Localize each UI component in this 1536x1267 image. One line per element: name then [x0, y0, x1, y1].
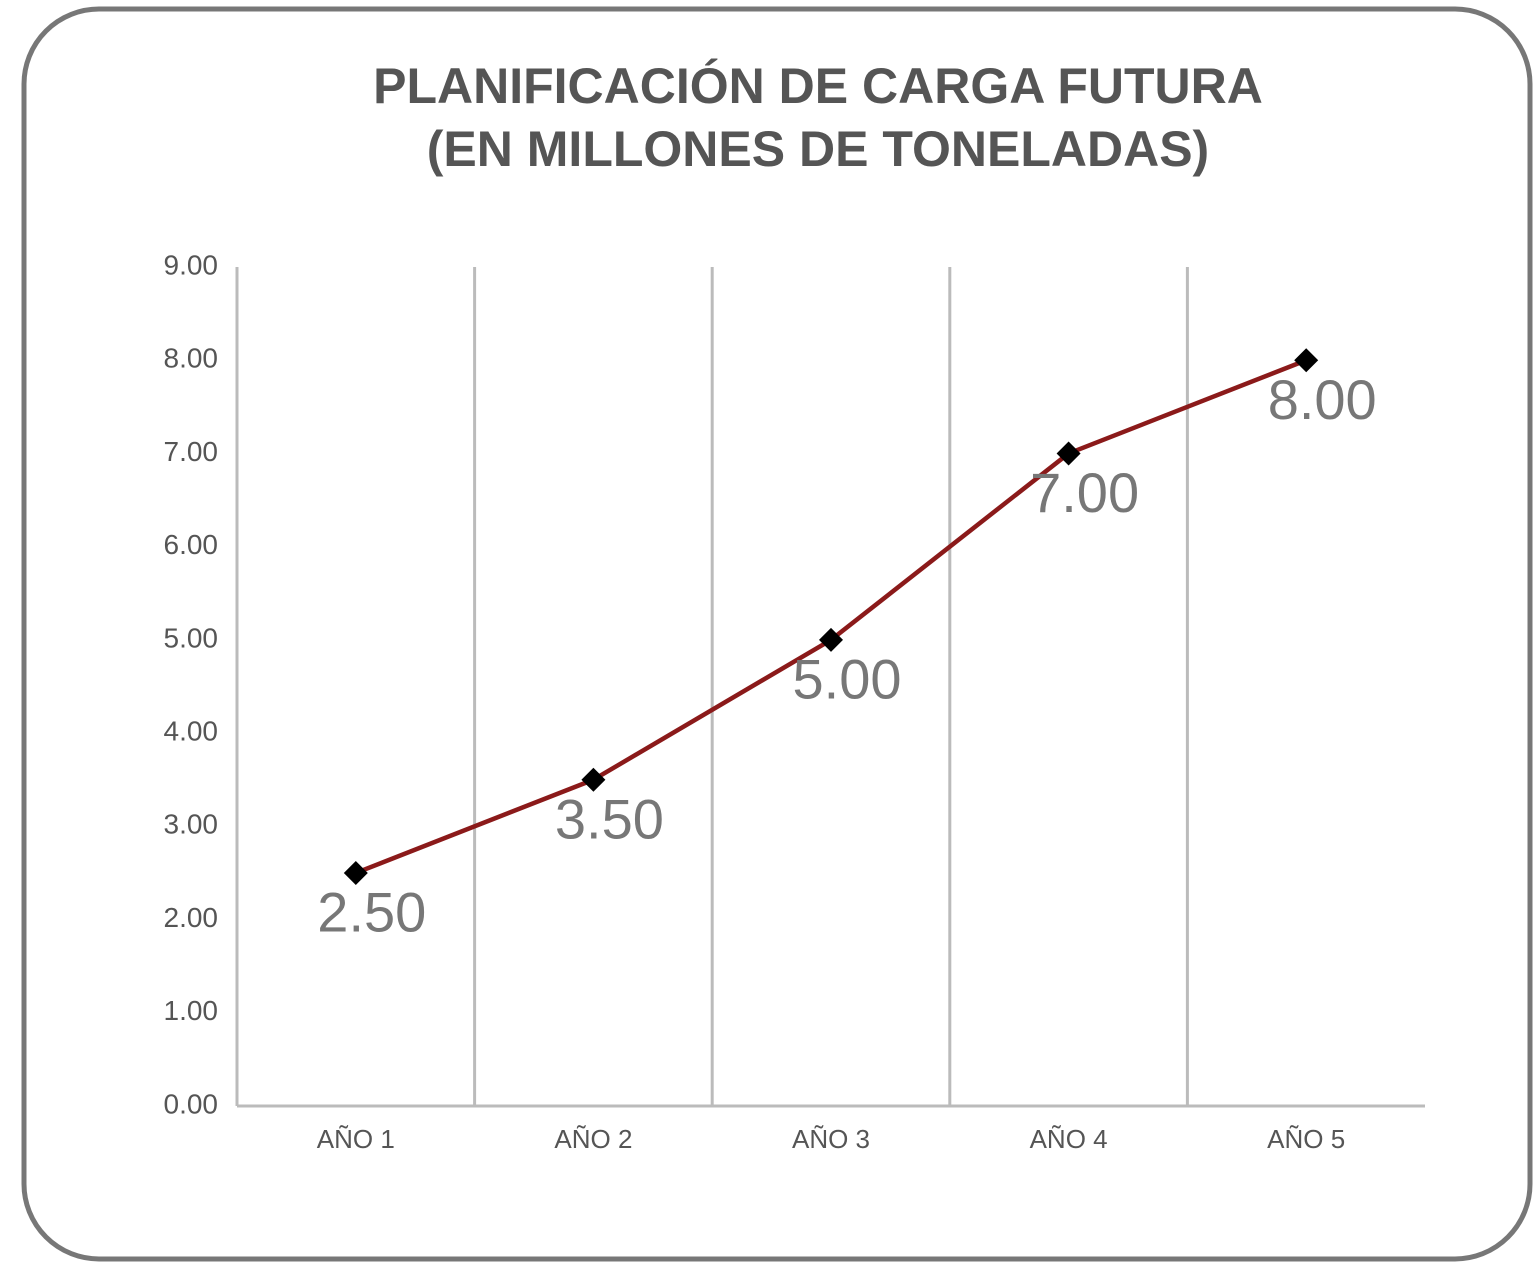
marker [819, 627, 843, 652]
x-tick-label: AÑO 4 [1030, 1124, 1108, 1154]
marker [1294, 348, 1319, 373]
chart-title: (EN MILLONES DE TONELADAS) [427, 121, 1209, 177]
chart-title: PLANIFICACIÓN DE CARGA FUTURA [373, 58, 1263, 114]
data-label: 3.50 [555, 788, 664, 851]
y-tick-label: 9.00 [164, 249, 219, 280]
data-label: 5.00 [793, 648, 902, 711]
marker [1056, 441, 1081, 466]
data-label: 8.00 [1268, 368, 1377, 431]
y-tick-label: 3.00 [164, 809, 219, 840]
data-label: 2.50 [317, 881, 426, 944]
x-tick-label: AÑO 1 [317, 1124, 395, 1154]
frame [21, 6, 1533, 1262]
marker [581, 767, 606, 792]
y-tick-label: 4.00 [164, 716, 219, 747]
y-tick-label: 6.00 [164, 529, 219, 560]
data-label: 7.00 [1030, 461, 1139, 524]
y-tick-label: 7.00 [164, 436, 219, 467]
x-tick-label: AÑO 5 [1267, 1124, 1345, 1154]
y-tick-label: 5.00 [164, 622, 219, 653]
y-tick-label: 0.00 [164, 1088, 219, 1119]
x-tick-label: AÑO 3 [792, 1124, 870, 1154]
y-tick-label: 2.00 [164, 902, 219, 933]
y-tick-label: 1.00 [164, 995, 219, 1026]
x-tick-label: AÑO 2 [554, 1124, 632, 1154]
marker [343, 860, 368, 885]
y-tick-label: 8.00 [164, 343, 219, 374]
